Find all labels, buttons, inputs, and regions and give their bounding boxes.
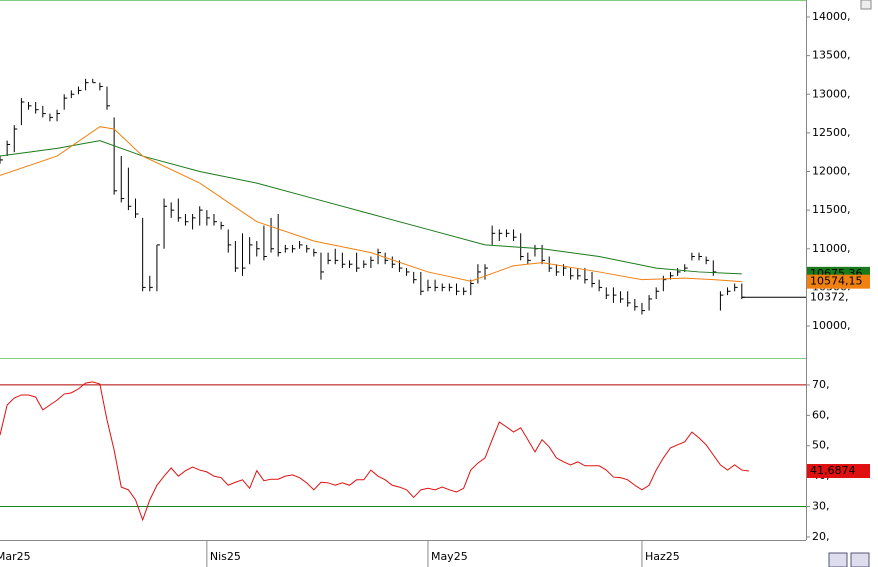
toolbar-button[interactable]: [850, 552, 870, 567]
x-tick-label: Haz25: [645, 550, 680, 563]
last-value-label: 10372,: [810, 290, 849, 303]
last-value-box: [807, 290, 870, 305]
y-tick-label: 12000,: [812, 165, 851, 178]
last-value-box: [807, 274, 870, 289]
y-tick-label: 50,: [812, 439, 830, 452]
panel-button[interactable]: [860, 0, 872, 10]
y-tick-label: 11500,: [812, 203, 851, 216]
y-tick-label: 11000,: [812, 242, 851, 255]
y-tick-label: 13500,: [812, 49, 851, 62]
moving-average: [0, 140, 742, 275]
y-tick-label: 13000,: [812, 87, 851, 100]
indicator-line: [0, 381, 750, 522]
y-tick-label: 10000,: [812, 319, 851, 332]
y-tick-label: 60,: [812, 408, 830, 421]
y-tick-label: 30,: [812, 500, 830, 513]
last-value-label: 10574,15: [810, 275, 863, 288]
x-tick-label: Nis25: [210, 550, 241, 563]
toolbar-button[interactable]: [828, 552, 848, 567]
x-tick-label: Mar25: [0, 550, 31, 563]
x-tick-label: May25: [431, 550, 468, 563]
y-tick-label: 14000,: [812, 10, 851, 23]
last-value-box: [807, 464, 870, 479]
y-tick-label: 70,: [812, 378, 830, 391]
moving-average: [0, 126, 742, 283]
y-tick-label: 12500,: [812, 126, 851, 139]
last-value-label: 41,6874: [810, 464, 856, 477]
y-tick-label: 20,: [812, 530, 830, 543]
